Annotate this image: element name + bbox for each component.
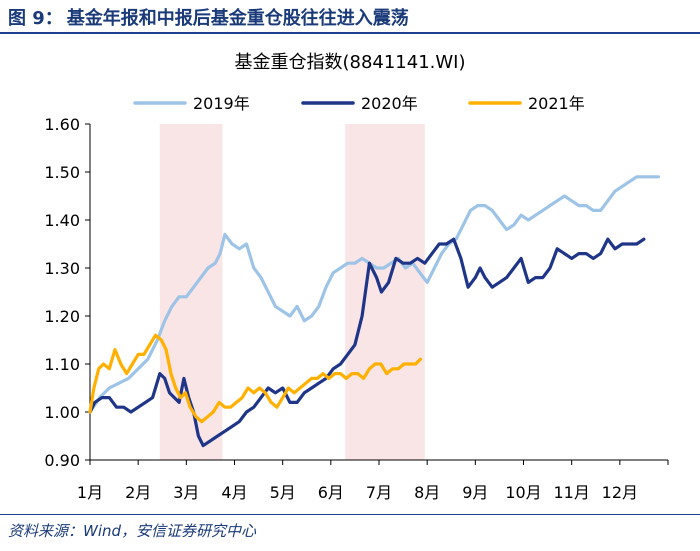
x-tick-label: 1月	[77, 483, 103, 502]
x-tick-label: 12月	[602, 483, 638, 502]
y-tick-label: 1.00	[44, 403, 80, 422]
source-divider	[0, 514, 700, 515]
legend-label-2019年: 2019年	[193, 94, 250, 113]
y-tick-label: 1.50	[44, 163, 80, 182]
y-tick-label: 0.90	[44, 451, 80, 470]
y-tick-label: 1.20	[44, 307, 80, 326]
x-tick-label: 2月	[125, 483, 151, 502]
figure-title: 图 9： 基金年报和中报后基金重仓股往往进入震荡	[8, 4, 692, 30]
y-tick-label: 1.40	[44, 211, 80, 230]
figure-title-text: 基金年报和中报后基金重仓股往往进入震荡	[66, 8, 409, 29]
highlight-band-2	[345, 124, 425, 460]
chart-legend: 2019年 2020年 2021年	[133, 94, 585, 113]
x-tick-label: 9月	[462, 483, 488, 502]
source-note: 资料来源：Wind，安信证券研究中心	[8, 522, 257, 540]
x-tick-label: 6月	[318, 483, 344, 502]
x-tick-label: 3月	[173, 483, 199, 502]
series-lines	[88, 175, 660, 448]
highlight-bands	[159, 124, 425, 460]
figure-label: 图 9：	[8, 8, 63, 29]
x-tick-label: 8月	[414, 483, 440, 502]
y-tick-label: 1.60	[44, 115, 80, 134]
series-line-2020年	[88, 237, 646, 448]
legend-label-2021年: 2021年	[528, 94, 585, 113]
x-tick-label: 11月	[553, 483, 589, 502]
series-line-2019年	[88, 175, 660, 414]
title-divider	[0, 32, 700, 34]
chart-title: 基金重仓指数(8841141.WI)	[234, 52, 465, 73]
series-line-2021年	[88, 333, 422, 424]
y-tick-label: 1.10	[44, 355, 80, 374]
x-tick-label: 10月	[505, 483, 541, 502]
x-tick-label: 5月	[270, 483, 296, 502]
legend-label-2020年: 2020年	[361, 94, 418, 113]
y-axis: 1.60 1.50 1.40 1.30 1.20 1.10 1.00 0.90	[44, 115, 91, 470]
x-tick-label: 7月	[366, 483, 392, 502]
x-axis: 1月 2月 3月 4月 5月 6月 7月 8月 9月 10月 11月 12月	[77, 459, 669, 502]
y-tick-label: 1.30	[44, 259, 80, 278]
x-tick-label: 4月	[221, 483, 247, 502]
